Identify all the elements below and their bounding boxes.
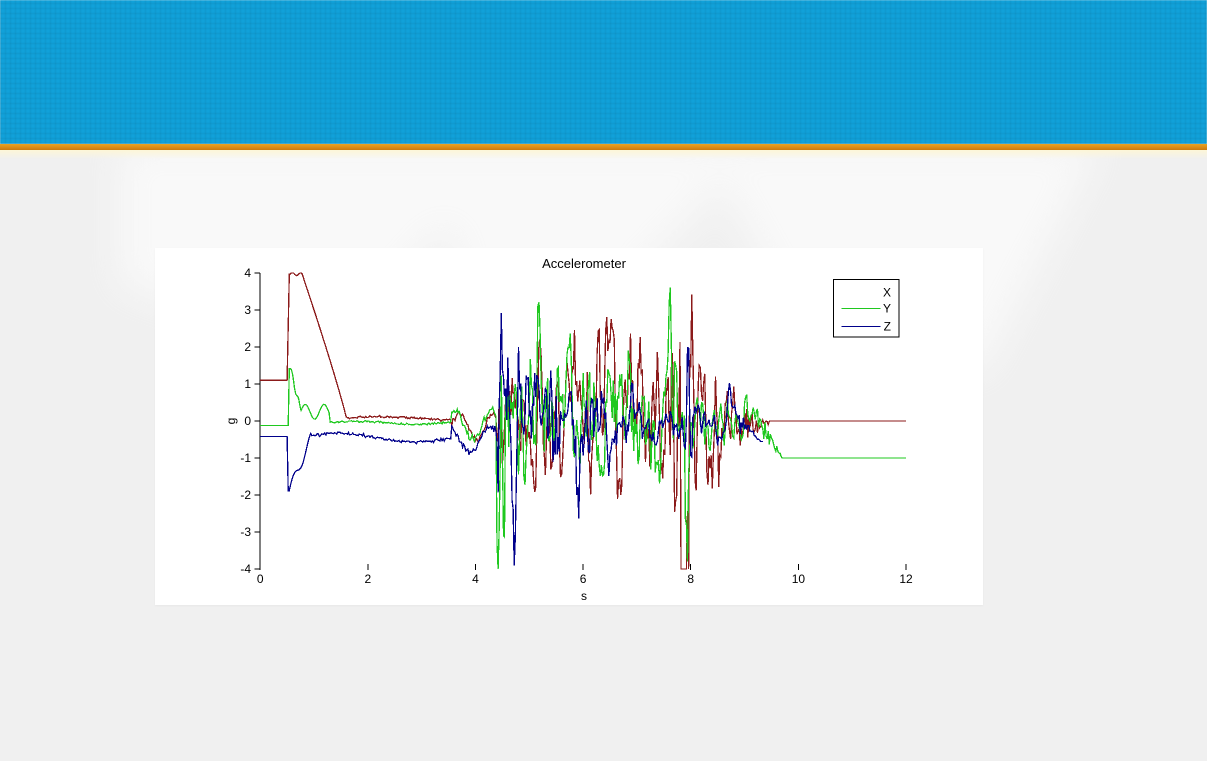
svg-text:8: 8 (687, 572, 694, 586)
svg-text:-3: -3 (240, 525, 251, 539)
svg-text:1: 1 (244, 377, 251, 391)
svg-text:10: 10 (792, 572, 806, 586)
svg-text:3: 3 (244, 303, 251, 317)
svg-text:Z: Z (884, 320, 891, 334)
svg-text:g: g (224, 418, 238, 425)
svg-text:X: X (883, 286, 891, 300)
svg-text:-2: -2 (240, 488, 251, 502)
svg-text:0: 0 (244, 414, 251, 428)
svg-text:4: 4 (244, 266, 251, 280)
svg-text:Accelerometer: Accelerometer (542, 256, 626, 271)
svg-text:12: 12 (899, 572, 913, 586)
svg-text:0: 0 (257, 572, 264, 586)
svg-text:-1: -1 (240, 451, 251, 465)
svg-text:6: 6 (580, 572, 587, 586)
svg-text:s: s (581, 589, 587, 603)
svg-text:2: 2 (244, 340, 251, 354)
svg-text:2: 2 (364, 572, 371, 586)
svg-text:-4: -4 (240, 562, 251, 576)
svg-text:Y: Y (883, 302, 891, 316)
svg-text:4: 4 (472, 572, 479, 586)
